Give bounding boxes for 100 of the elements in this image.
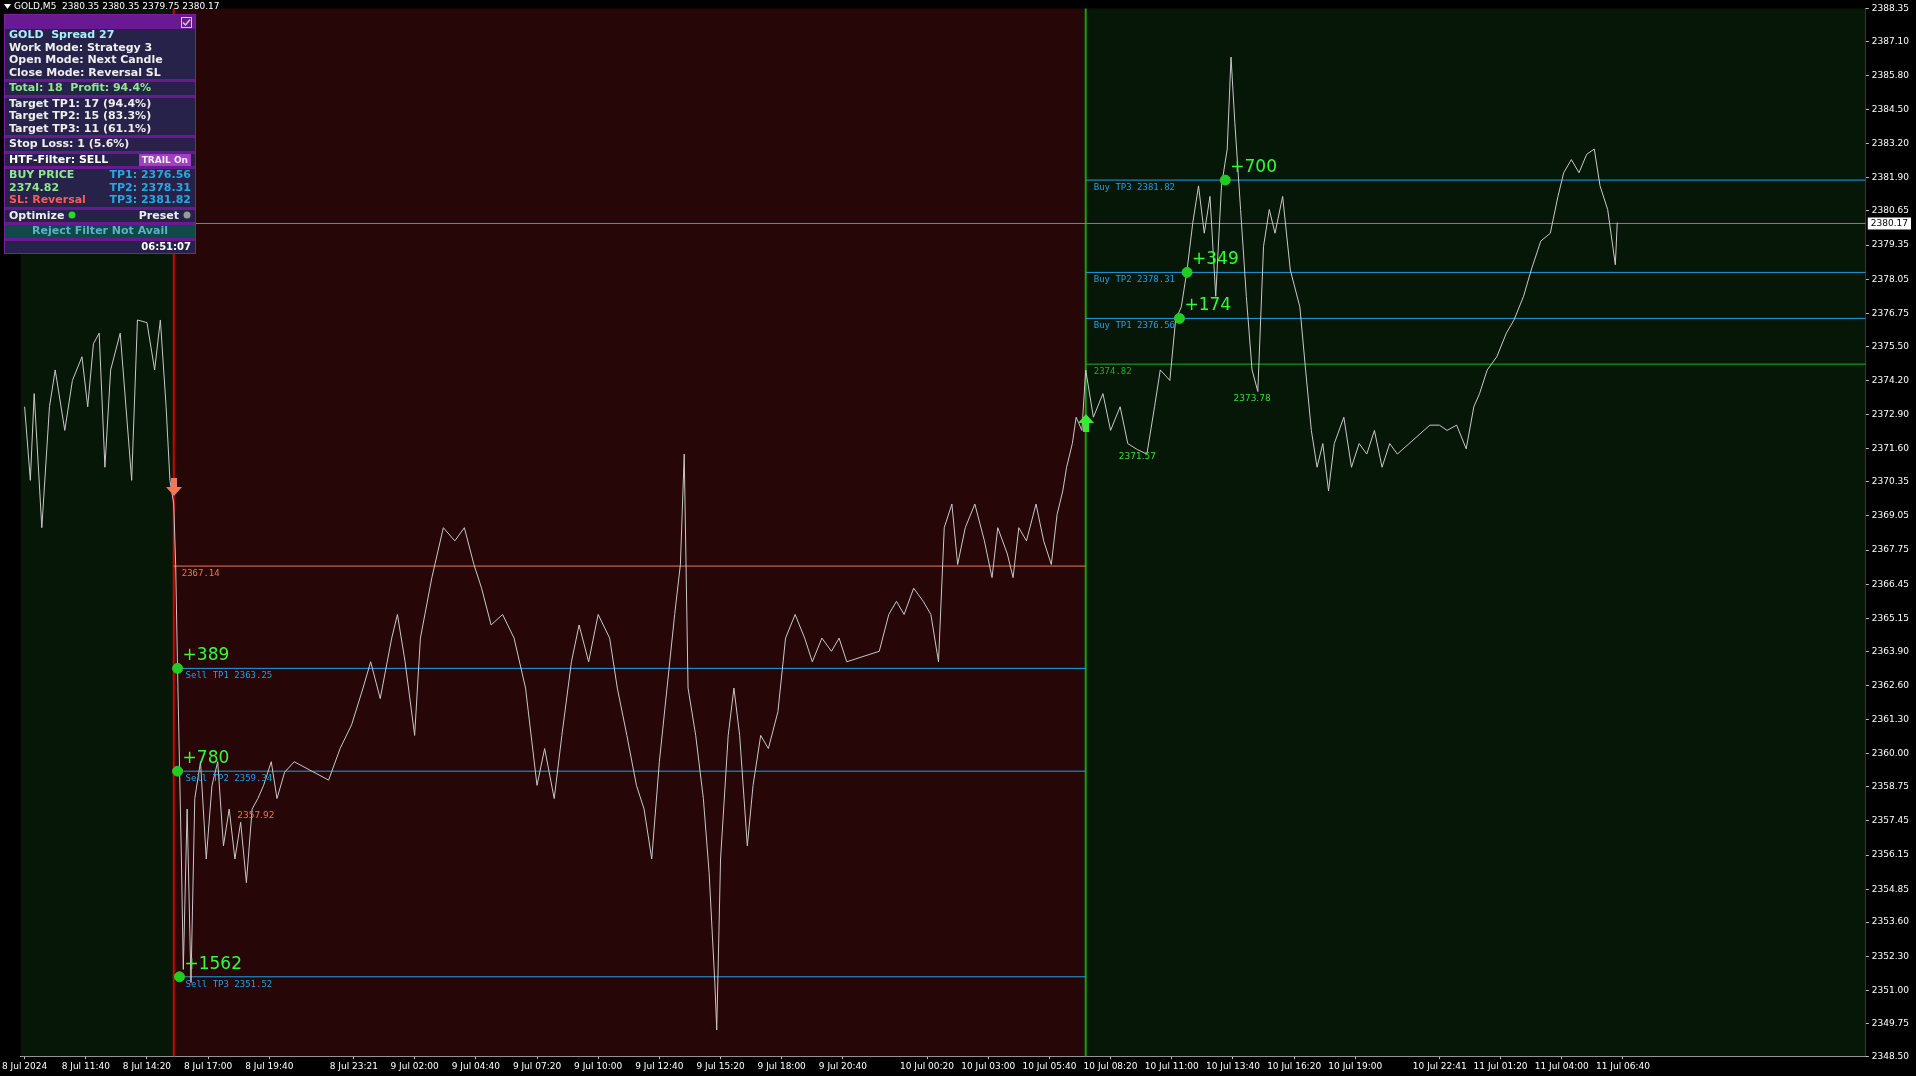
y-tick-label: 2388.35: [1871, 2, 1909, 13]
point: [172, 662, 184, 674]
annotation: HTF-Filter: SELL: [9, 152, 109, 166]
annotation: Optimize: [9, 208, 66, 222]
x-tick-label: 9 Jul 12:40: [635, 1060, 684, 1071]
annotation: BUY PRICE: [9, 168, 75, 182]
series-label: Buy TP2 2378.31: [1093, 274, 1176, 285]
annotation: TP2: 2378.31: [109, 180, 191, 194]
annotation: Total: 18 Profit: 94.4%: [9, 81, 152, 95]
y-tick-label: 2362.60: [1871, 679, 1910, 690]
annotation: TP1: 2376.56: [109, 168, 191, 182]
point: [1181, 266, 1193, 278]
point: [1173, 312, 1185, 324]
point: [1219, 174, 1231, 186]
annotation: Target TP3: 11 (61.1%): [9, 121, 152, 135]
y-tick-label: 2356.15: [1871, 849, 1909, 860]
y-tick-label: 2380.65: [1871, 205, 1909, 216]
x-tick-label: 8 Jul 11:40: [61, 1060, 111, 1071]
y-tick-label: 2370.35: [1871, 476, 1909, 487]
series-label: 2374.82: [1093, 366, 1132, 376]
y-tick-label: 2354.85: [1871, 883, 1909, 894]
x-tick-label: 9 Jul 02:00: [390, 1060, 440, 1071]
annotation: Reject Filter Not Avail: [32, 224, 168, 238]
annotation: +174: [1184, 294, 1232, 315]
y-tick-label: 2352.30: [1871, 950, 1910, 961]
annotation: 2373.78: [1233, 393, 1271, 404]
x-tick-label: 9 Jul 15:20: [696, 1060, 745, 1071]
x-tick-label: 10 Jul 08:20: [1083, 1060, 1138, 1071]
annotation: 2371.57: [1118, 451, 1156, 462]
annotation: 2374.82: [9, 180, 60, 194]
annotation: SL: Reversal: [9, 193, 86, 207]
y-tick-label: 2378.05: [1871, 273, 1909, 284]
y-tick-label: 2379.35: [1871, 239, 1909, 250]
x-tick-label: 9 Jul 07:20: [512, 1060, 562, 1071]
annotation: Work Mode: Strategy 3: [9, 40, 153, 54]
y-tick-label: 2353.60: [1871, 916, 1910, 927]
y-tick-label: 2371.60: [1871, 443, 1910, 454]
annotation: Preset: [138, 208, 180, 222]
y-tick-label: 2376.75: [1871, 307, 1909, 318]
annotation: GOLD Spread 27: [9, 28, 115, 42]
annotation: Target TP1: 17 (94.4%): [9, 96, 152, 110]
annotation: Target TP2: 15 (83.3%): [9, 109, 152, 123]
y-tick-label: 2363.90: [1871, 645, 1910, 656]
y-tick-label: 2375.50: [1871, 340, 1910, 351]
x-tick-label: 11 Jul 01:20: [1473, 1060, 1528, 1071]
x-tick-label: 8 Jul 14:20: [122, 1060, 172, 1071]
y-tick-label: 2348.50: [1871, 1050, 1910, 1061]
x-tick-label: 9 Jul 18:00: [757, 1060, 807, 1071]
x-tick-label: 10 Jul 03:00: [961, 1060, 1016, 1071]
x-tick-label: 9 Jul 20:40: [818, 1060, 868, 1071]
y-tick-label: 2360.00: [1871, 748, 1910, 759]
y-tick-label: 2374.20: [1871, 374, 1910, 385]
x-tick-label: 11 Jul 04:00: [1534, 1060, 1590, 1071]
point: [172, 765, 184, 777]
x-tick-label: 10 Jul 11:00: [1144, 1060, 1200, 1071]
y-tick-label: 2351.00: [1871, 984, 1910, 995]
y-tick-label: 2385.80: [1871, 69, 1910, 80]
y-tick-label: 2384.50: [1871, 103, 1910, 114]
annotation: Open Mode: Next Candle: [9, 53, 163, 67]
annotation: 06:51:07: [141, 240, 191, 253]
series-label: Buy TP3 2381.82: [1093, 181, 1176, 192]
series-label: Sell TP3 2351.52: [185, 978, 273, 989]
x-tick-label: 10 Jul 05:40: [1022, 1060, 1077, 1071]
x-tick-label: 9 Jul 10:00: [574, 1060, 623, 1071]
series-label: Buy TP1 2376.56: [1093, 320, 1176, 331]
y-tick-label: 2349.75: [1871, 1017, 1909, 1028]
x-tick-label: 10 Jul 00:20: [900, 1060, 955, 1071]
y-tick-label: 2387.10: [1871, 35, 1910, 46]
annotation: +389: [182, 644, 230, 665]
x-tick-label: 8 Jul 19:40: [245, 1060, 294, 1071]
point: [173, 971, 185, 983]
y-tick-label: 2361.30: [1871, 713, 1910, 724]
annotation: Stop Loss: 1 (5.6%): [9, 137, 130, 151]
series-label: Sell TP1 2363.25: [185, 670, 273, 681]
annotation: +780: [182, 747, 230, 768]
x-tick-label: 8 Jul 17:00: [184, 1060, 233, 1071]
ref-line-label: 2380.17: [1870, 217, 1908, 228]
annotation: Close Mode: Reversal SL: [9, 65, 161, 79]
x-tick-label: 11 Jul 06:40: [1595, 1060, 1651, 1071]
y-tick-label: 2383.20: [1871, 138, 1910, 149]
chart-title: GOLD,M5 2380.35 2380.35 2379.75 2380.17: [14, 1, 220, 11]
x-tick-label: 10 Jul 19:00: [1328, 1060, 1383, 1071]
y-tick-label: 2365.15: [1871, 612, 1909, 623]
y-tick-label: 2357.45: [1871, 815, 1909, 826]
y-tick-label: 2381.90: [1871, 172, 1910, 183]
annotation: TRAIL On: [138, 153, 191, 166]
x-tick-label: 9 Jul 04:40: [451, 1060, 501, 1071]
x-tick-label: 8 Jul 2024: [2, 1060, 48, 1071]
annotation: +700: [1230, 156, 1277, 177]
annotation: TP3: 2381.82: [109, 193, 191, 207]
series-label: 2367.14: [181, 567, 220, 578]
y-tick-label: 2367.75: [1871, 544, 1909, 555]
y-tick-label: 2366.45: [1871, 578, 1909, 589]
y-tick-label: 2369.05: [1871, 510, 1909, 521]
y-tick-label: 2372.90: [1871, 408, 1910, 419]
x-tick-label: 10 Jul 16:20: [1267, 1060, 1322, 1071]
x-tick-label: 10 Jul 22:41: [1412, 1060, 1467, 1071]
x-tick-label: 8 Jul 23:21: [329, 1060, 378, 1071]
y-tick-label: 2358.75: [1871, 781, 1909, 792]
x-tick-label: 10 Jul 13:40: [1205, 1060, 1261, 1071]
